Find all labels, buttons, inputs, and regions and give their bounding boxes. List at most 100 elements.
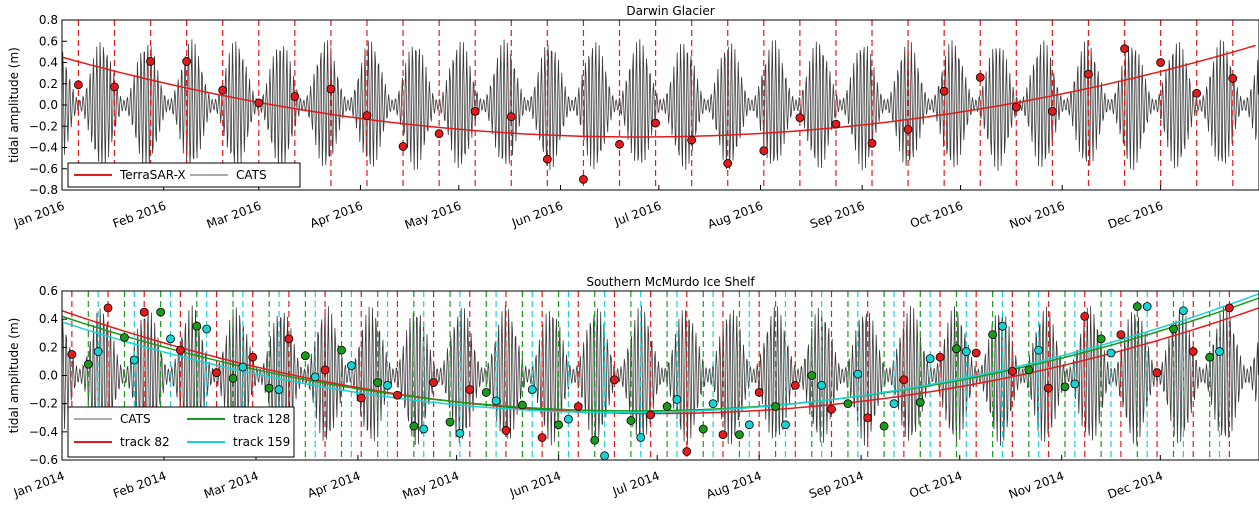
x-tick-label: Aug 2014 [704,469,763,502]
fit-curve-track-128 [62,297,1259,412]
data-point [610,375,619,385]
legend-box [67,406,295,458]
data-point [939,86,949,96]
data-point [320,365,330,375]
x-tick-label: Jan 2014 [11,469,66,501]
data-point [1192,88,1202,98]
x-tick-label: Feb 2014 [111,469,168,501]
x-tick-label: Mar 2016 [205,199,263,232]
data-point [889,399,899,409]
data-point [831,119,841,129]
y-tick-label: −0.4 [29,141,58,155]
data-point [651,118,660,128]
data-point [708,399,718,409]
data-point [1080,311,1090,321]
y-tick-label: −0.8 [29,183,58,197]
data-point [1106,348,1116,358]
legend-label: track 82 [120,435,170,449]
data-point [662,402,672,411]
data-point [1215,347,1224,356]
data-point [192,321,202,331]
data-point [1178,306,1188,316]
data-point [554,420,563,430]
data-point [248,352,258,362]
data-point [1152,368,1162,378]
y-tick-label: 0.2 [39,340,58,354]
data-point [925,354,935,364]
data-point [290,92,300,101]
data-point [254,98,264,108]
data-point [356,393,366,403]
legend-label: CATS [236,168,267,182]
data-point [735,430,744,440]
data-point [1024,365,1034,375]
x-tick-label: Apr 2016 [308,199,365,231]
data-point [646,410,656,420]
legend-label: track 159 [233,435,290,449]
data-point [146,57,155,66]
data-point [398,142,408,151]
y-tick-label: 0.8 [39,13,58,27]
data-point [93,347,103,356]
data-point [843,399,853,409]
fit-curve-track-159 [62,293,1259,414]
data-point [156,307,166,317]
data-point [1011,102,1021,112]
data-point [182,57,192,66]
x-tick-label: Feb 2016 [111,199,168,231]
data-point [166,334,175,344]
data-point [1116,330,1126,340]
x-tick-label: May 2014 [401,469,461,502]
data-point [579,174,588,184]
data-point [506,112,516,122]
y-tick-label: 0.6 [39,34,58,48]
darwin-glacier-chart: Darwin Glacier −0.8 −0.6 −0.4 −0.2 0.0 0.2 0.4 0… [7,4,1259,232]
data-point [903,125,913,134]
fit-curve-track-82 [62,307,1259,415]
data-point [1132,302,1142,311]
x-tick-label: Jul 2014 [610,469,662,499]
y-tick-label: 0.6 [39,284,58,298]
data-point [1044,383,1053,393]
y-tick-label: 0.4 [39,312,58,326]
data-point [1070,379,1080,389]
x-tick-label: Dec 2014 [1106,469,1165,502]
data-point [879,421,889,431]
data-point [1060,382,1070,392]
x-tick-label: Nov 2014 [1007,469,1066,502]
x-tick-label: Aug 2016 [706,199,765,232]
data-point [542,154,552,164]
data-point [935,352,945,362]
data-point [759,146,769,156]
data-point [672,395,682,404]
data-point [434,129,444,139]
data-point [103,303,113,313]
data-point [1225,303,1234,313]
data-point [795,113,805,123]
data-point [455,428,465,438]
data-point [771,402,780,411]
data-point [790,380,800,390]
data-point [310,372,320,382]
data-point [682,447,692,456]
data-point [481,387,491,397]
data-point [687,135,697,145]
data-point [899,375,909,385]
data-point [429,378,438,387]
data-point [1120,44,1129,54]
y-tick-label: 0.2 [39,77,58,91]
data-point [975,72,985,82]
data-point [723,159,733,168]
data-point [698,424,708,434]
x-tick-label: Dec 2016 [1106,199,1165,232]
data-point [781,420,790,430]
data-point [110,82,119,92]
data-point [853,369,863,379]
data-point [337,345,346,355]
data-point [120,333,129,342]
x-tick-label: Nov 2016 [1007,199,1066,232]
y-tick-label: −0.6 [29,162,58,176]
y-axis-label: tidal amplitude (m) [7,318,21,434]
y-tick-label: −0.4 [29,425,58,439]
data-point [139,307,149,317]
